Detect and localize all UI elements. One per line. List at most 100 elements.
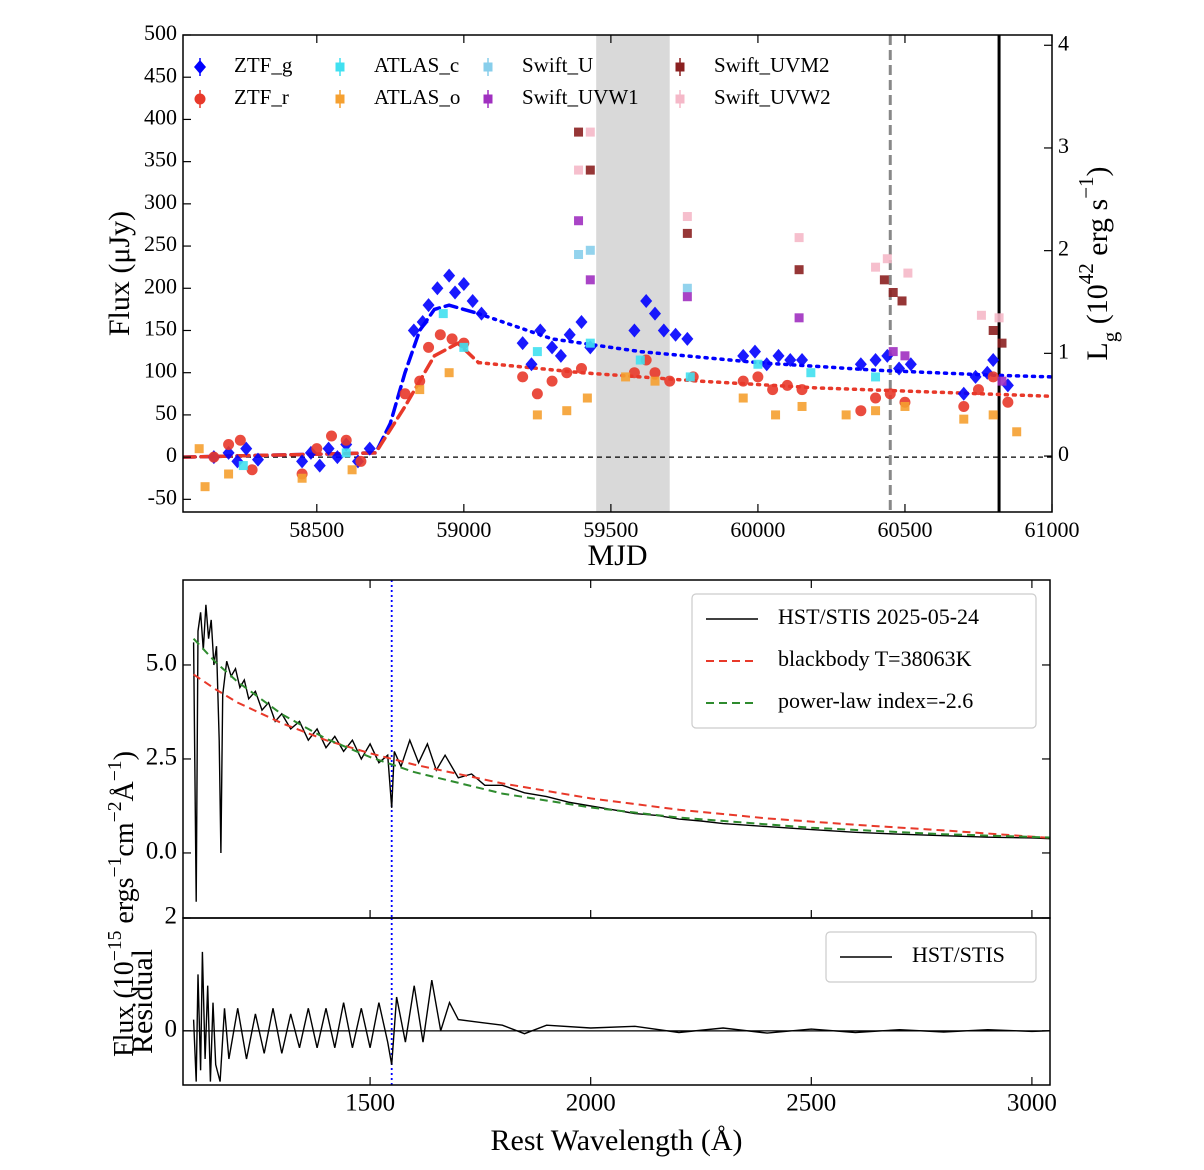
label-part: Å <box>109 780 140 801</box>
marker <box>585 275 595 285</box>
marker <box>903 268 913 278</box>
x-tick-label: 2500 <box>786 1090 836 1117</box>
marker <box>682 292 692 302</box>
marker <box>737 375 749 387</box>
plot-area <box>183 35 1052 512</box>
marker <box>669 327 682 342</box>
legend-marker <box>194 60 206 74</box>
marker <box>582 393 592 403</box>
legend-label: HST/STIS <box>912 942 1005 967</box>
marker <box>222 445 235 460</box>
y-tick-label: 0 <box>165 1016 178 1043</box>
marker <box>796 353 809 368</box>
marker <box>563 327 576 342</box>
marker <box>628 367 640 379</box>
marker <box>574 250 584 260</box>
marker <box>987 353 1000 368</box>
marker <box>234 434 246 446</box>
legend-label: ZTF_r <box>234 85 289 109</box>
marker <box>585 127 595 137</box>
series-line <box>192 638 1050 839</box>
marker <box>355 455 367 467</box>
legend-marker <box>194 93 206 105</box>
marker <box>781 379 793 391</box>
y2-tick-label: 3 <box>1058 133 1069 158</box>
marker <box>888 287 898 297</box>
marker <box>200 482 210 492</box>
marker <box>208 451 220 463</box>
marker <box>972 384 984 396</box>
legend-label: HST/STIS 2025-05-24 <box>778 604 979 629</box>
marker <box>988 410 998 420</box>
label-part: (10 <box>1081 284 1114 332</box>
marker <box>994 313 1004 323</box>
marker <box>534 323 547 338</box>
marker <box>664 375 676 387</box>
marker <box>326 430 338 442</box>
marker <box>657 323 670 338</box>
legend-marker <box>675 62 685 72</box>
legend-label: power-law index=-2.6 <box>778 688 973 713</box>
marker <box>238 461 248 471</box>
fit-curve <box>476 360 1052 399</box>
marker <box>682 228 692 238</box>
y2-tick-label: 1 <box>1058 338 1069 363</box>
marker <box>685 372 695 382</box>
marker <box>562 406 572 416</box>
marker <box>363 441 376 456</box>
label-part: ergs <box>109 877 140 930</box>
marker <box>794 265 804 275</box>
marker <box>987 371 999 383</box>
x-axis-label: Rest Wavelength (Å) <box>491 1124 743 1157</box>
marker <box>414 375 426 387</box>
label-part: ) <box>1081 166 1114 176</box>
marker <box>871 262 881 272</box>
marker <box>223 438 235 450</box>
marker <box>446 333 458 345</box>
x-tick-label: 3000 <box>1007 1090 1057 1117</box>
legend-label: Swift_U <box>522 53 593 77</box>
marker <box>767 384 779 396</box>
y-axis-label: Residual <box>126 949 159 1054</box>
y-axis-label: Flux (μJy) <box>103 211 136 336</box>
marker <box>748 344 761 359</box>
legend-marker <box>675 94 685 104</box>
marker <box>431 281 444 296</box>
marker <box>423 341 435 353</box>
marker <box>516 336 529 351</box>
legend-label: Swift_UVM2 <box>714 53 830 77</box>
y-tick-label: 100 <box>144 358 177 383</box>
marker <box>399 388 411 400</box>
y-tick-label: 350 <box>144 147 177 172</box>
x-tick-label: 60000 <box>730 517 785 542</box>
x-tick-label: 60500 <box>877 517 932 542</box>
series-line <box>192 951 1050 1082</box>
axes-frame <box>182 34 1053 513</box>
marker <box>331 450 344 465</box>
y-axis-label: Flux (10−15 ergs−1cm−2Å−1) <box>105 751 140 1057</box>
label-part: ) <box>109 751 140 760</box>
marker <box>649 367 661 379</box>
marker <box>251 452 264 467</box>
legend-box <box>825 931 1037 983</box>
label-part: −1 <box>105 857 126 878</box>
marker <box>347 465 357 475</box>
marker <box>648 306 661 321</box>
x-tick-label: 1500 <box>345 1090 395 1117</box>
marker <box>531 388 543 400</box>
marker <box>681 331 694 346</box>
marker <box>575 315 588 330</box>
marker <box>434 329 446 341</box>
marker <box>855 405 867 417</box>
marker <box>449 285 462 300</box>
marker <box>869 353 882 368</box>
marker <box>585 245 595 255</box>
marker <box>900 401 910 411</box>
marker <box>443 268 456 283</box>
marker <box>976 310 986 320</box>
marker <box>958 400 970 412</box>
marker <box>1002 396 1014 408</box>
y-tick-label: 150 <box>144 316 177 341</box>
y-tick-label: 400 <box>144 104 177 129</box>
